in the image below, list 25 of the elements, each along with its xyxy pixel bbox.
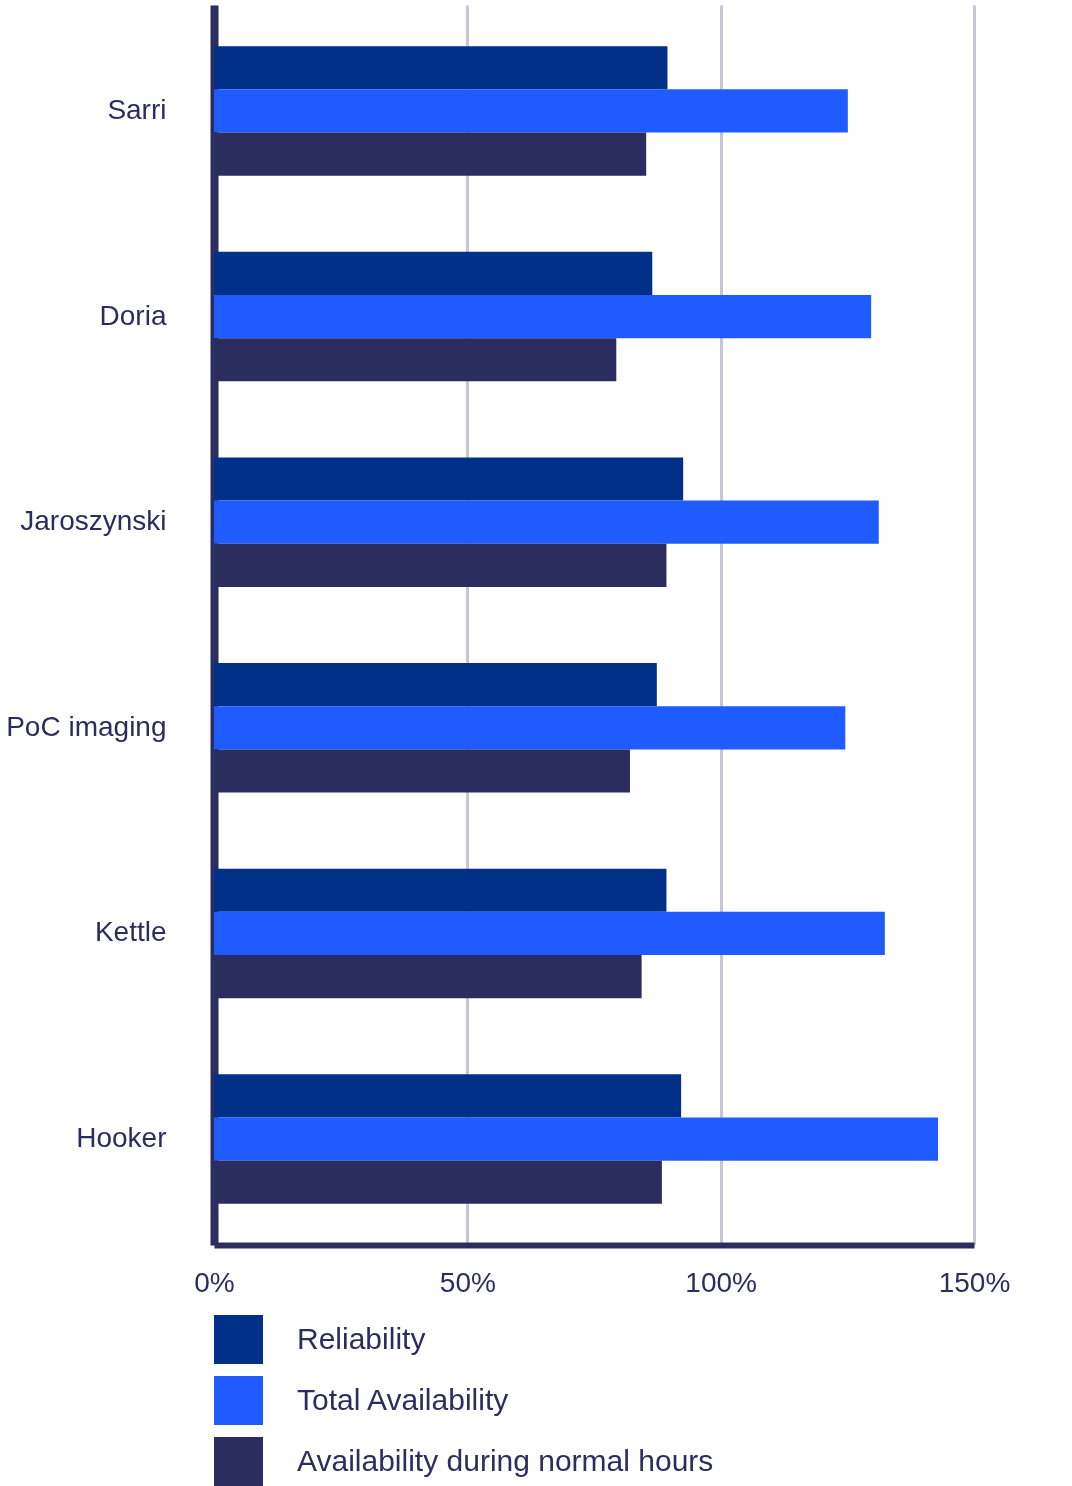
y-tick-label: Sarri — [107, 93, 167, 125]
y-tick-label: Hooker — [76, 1122, 167, 1154]
bar — [214, 500, 879, 544]
bar — [214, 251, 653, 295]
bar — [214, 1117, 939, 1161]
bar — [214, 457, 684, 501]
bar — [214, 46, 668, 90]
bar — [214, 663, 657, 707]
bar — [214, 911, 885, 956]
legend-label: Total Availability — [297, 1382, 509, 1416]
x-tick-label: 50% — [439, 1266, 496, 1298]
y-tick-label: Kettle — [94, 916, 167, 948]
bar — [214, 706, 846, 750]
y-tick-label: Doria — [99, 299, 167, 331]
legend-label: Availability during normal hours — [297, 1443, 714, 1477]
bar — [214, 294, 872, 339]
bar — [214, 868, 667, 912]
legend-label: Reliability — [297, 1321, 426, 1355]
bar — [214, 1074, 682, 1118]
x-tick-label: 100% — [685, 1266, 757, 1298]
x-tick-label: 150% — [938, 1266, 1011, 1298]
y-tick-label: Jaroszynski — [20, 505, 167, 537]
x-tick-label: 0% — [194, 1266, 235, 1298]
y-tick-label: PoC imaging — [6, 710, 167, 742]
bar — [214, 89, 848, 133]
